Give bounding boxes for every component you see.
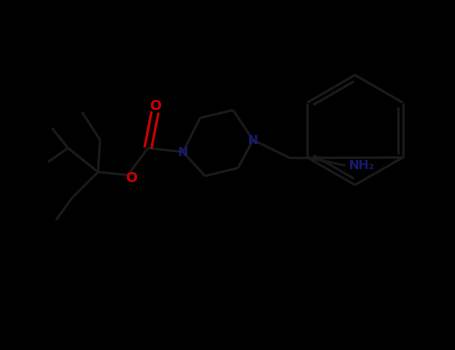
Text: O: O <box>149 99 161 113</box>
Text: N: N <box>178 146 188 159</box>
Text: O: O <box>125 171 137 185</box>
Text: NH₂: NH₂ <box>349 159 375 172</box>
Text: N: N <box>248 133 258 147</box>
